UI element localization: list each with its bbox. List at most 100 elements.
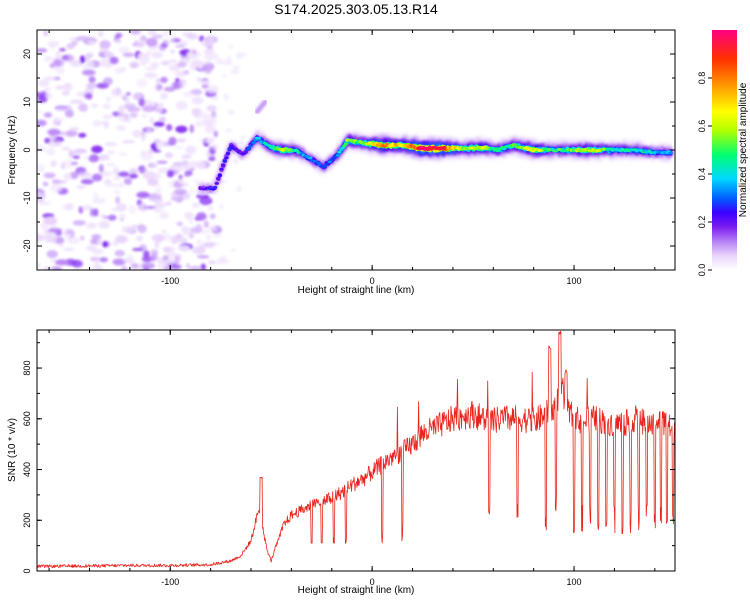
noise-blob [55,50,61,60]
noise-blob [183,173,190,177]
noise-blob [143,250,150,258]
y-tick-label: 400 [22,462,32,477]
noise-blob [52,58,65,68]
noise-blob [72,220,86,226]
noise-blob [61,90,70,96]
noise-blob [186,33,199,40]
spectrogram-ridge [198,129,673,197]
ridge-cell [221,163,226,167]
noise-blob [37,110,44,114]
noise-blob [103,178,112,187]
noise-blob [206,85,220,94]
noise-blob [150,61,160,69]
noise-blob [37,119,47,127]
y-tick-label: 20 [22,49,32,59]
y-tick-label: 200 [22,513,32,528]
noise-blob [73,148,88,154]
noise-blob [48,228,63,233]
noise-blob [236,186,242,193]
colorbar-tick-label: 0.0 [697,264,707,277]
noise-blob [165,201,172,206]
ridge-cell [495,149,500,153]
noise-blob [194,120,205,128]
noise-blob [216,257,225,265]
noise-blob [42,234,57,241]
noise-blob [149,197,164,203]
noise-blob [138,165,146,174]
noise-blob [208,260,217,265]
noise-blob [176,221,183,226]
noise-blob [160,76,168,83]
noise-blob [228,109,235,116]
noise-blob [97,238,103,245]
noise-blob [102,241,109,248]
noise-blob [37,234,43,242]
noise-blob [136,191,150,199]
noise-blob [118,46,130,54]
noise-blob [199,196,213,206]
noise-blob [137,224,147,234]
noise-blob [149,256,156,262]
noise-blob [132,107,141,112]
colorbar-tick-label: 0.6 [697,120,707,133]
y-tick-label: 0 [22,568,32,573]
noise-blob [128,204,137,214]
noise-blob [176,138,186,143]
noise-blob [160,60,170,66]
noise-blob [43,30,48,36]
noise-blob [63,83,71,90]
noise-blob [183,91,194,97]
ridge-cell [212,186,218,189]
noise-blob [99,257,108,263]
noise-blob [86,82,98,89]
noise-blob [208,156,216,162]
ridge-cell [246,147,252,150]
noise-blob [148,30,156,37]
noise-blob [175,44,186,48]
noise-blob [151,234,165,242]
noise-blob [151,51,164,59]
noise-blob [42,181,49,187]
noise-blob [77,171,92,178]
noise-blob [148,149,153,155]
noise-blob [144,205,157,210]
noise-blob [149,117,155,124]
noise-blob [78,206,84,214]
noise-blob [147,162,158,169]
ridge-cell [225,152,231,155]
noise-blob [121,265,128,270]
noise-blob [168,136,177,146]
ridge-cell [322,165,328,168]
noise-blob [118,105,125,114]
noise-blob [55,85,65,90]
noise-blob [156,160,168,164]
noise-blob [209,53,219,60]
noise-blob [162,246,176,252]
noise-blob [146,128,152,133]
noise-blob [155,82,163,92]
noise-blob [121,225,136,234]
noise-blob [158,116,167,123]
noise-blob [154,208,160,213]
noise-blob [153,201,166,209]
noise-blob [162,255,169,261]
noise-blob [45,148,56,156]
y-tick-label: -20 [22,239,32,252]
noise-blob [165,258,176,265]
noise-blob [129,173,139,179]
noise-blob [103,77,113,86]
noise-blob [99,171,113,177]
noise-blob [210,225,216,231]
noise-blob [230,248,237,252]
ridge-cell [219,167,224,171]
noise-blob [109,56,119,65]
noise-blob [50,183,63,193]
noise-blob [166,38,175,44]
noise-blob [98,164,104,173]
noise-blob [153,125,159,131]
ridge-cell [248,144,253,148]
snr-background [37,330,675,571]
noise-blob [112,258,126,266]
noise-blob [178,178,185,184]
noise-blob [92,264,103,270]
